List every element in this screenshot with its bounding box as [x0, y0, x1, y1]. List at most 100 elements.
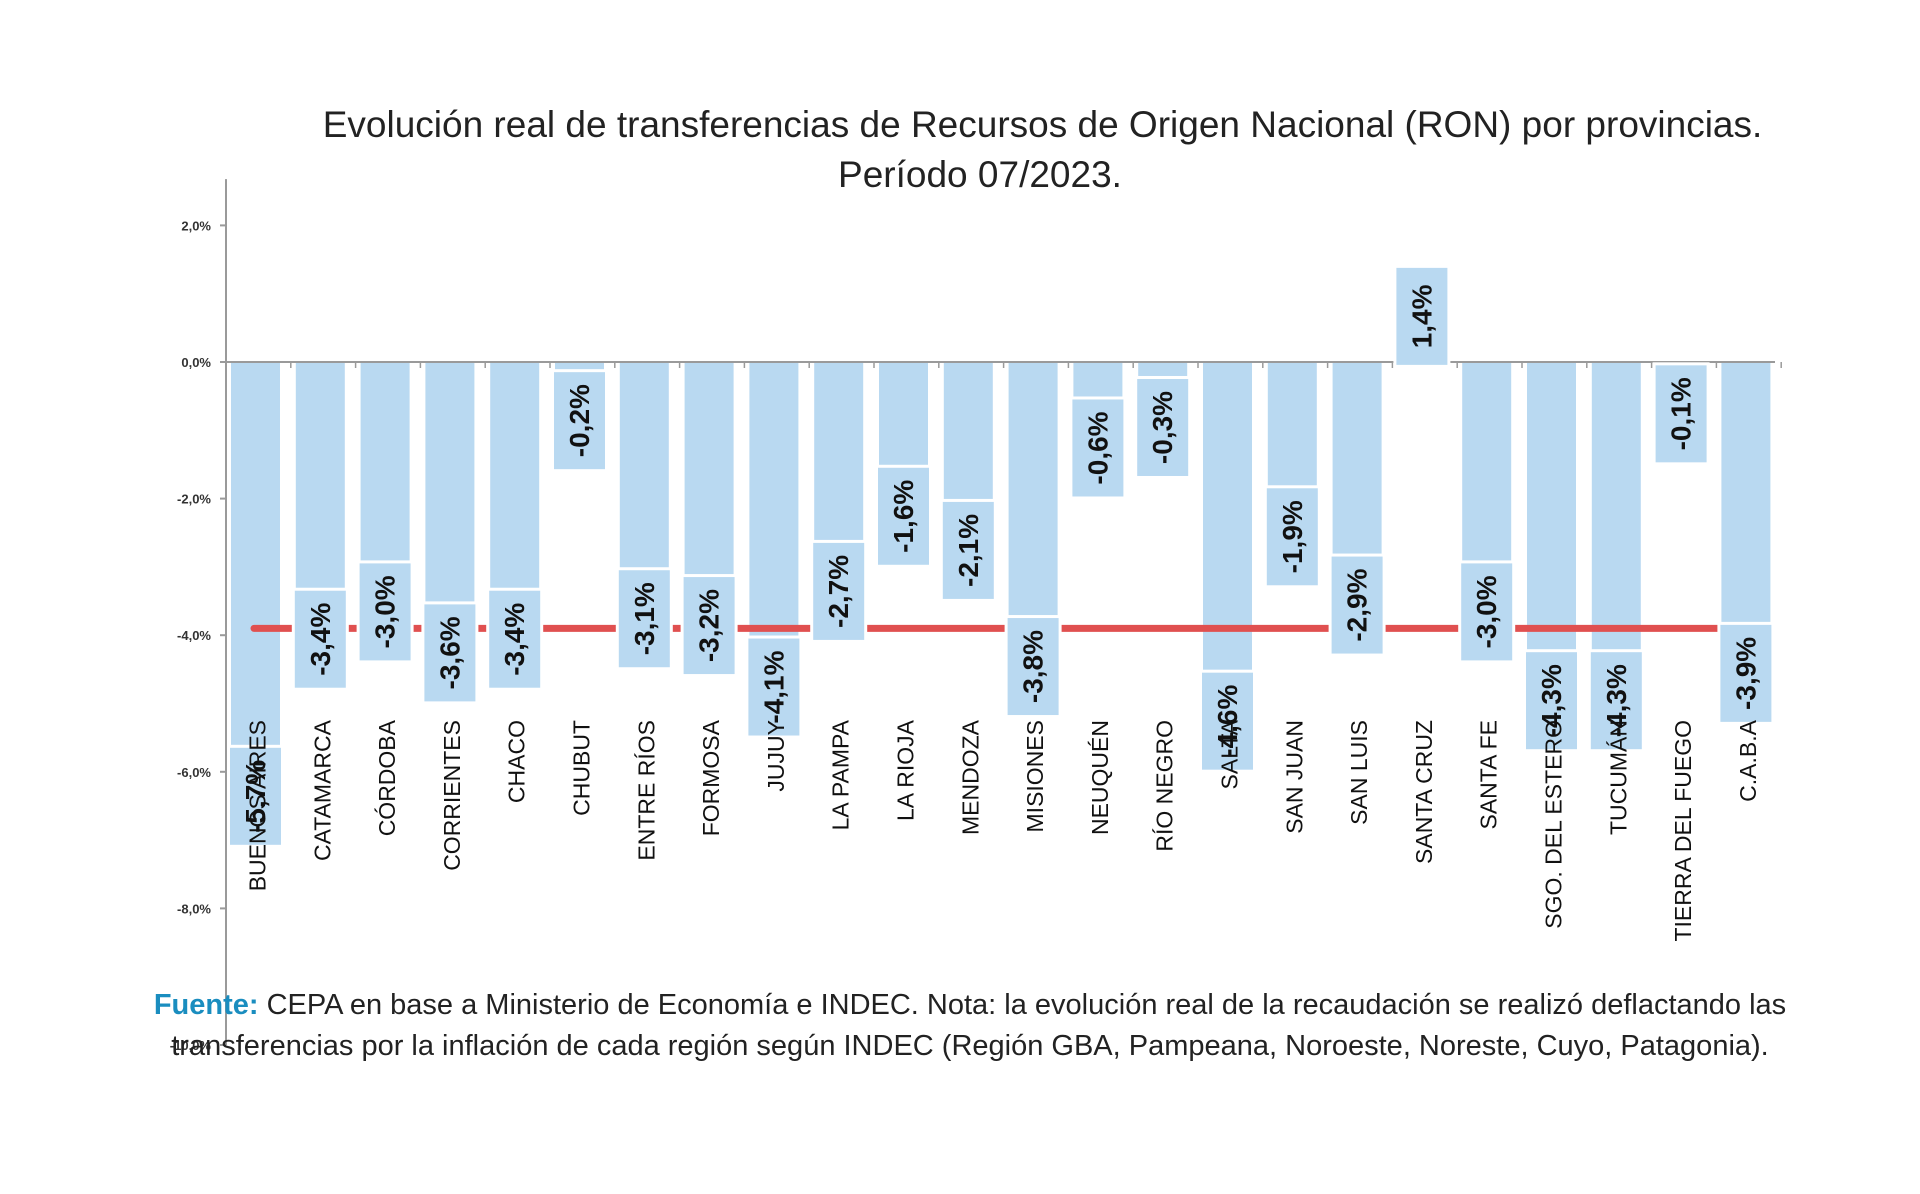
chart-title-line-1: Evolución real de transferencias de Recu… [322, 104, 1763, 145]
bar [490, 362, 540, 595]
data-label-box [615, 567, 673, 671]
data-label-box [939, 498, 997, 602]
x-tick-label: CÓRDOBA [374, 719, 400, 836]
bar [1073, 362, 1123, 403]
x-tick-label: TIERRA DEL FUEGO [1670, 720, 1696, 942]
data-label: -1,6% [888, 480, 919, 553]
data-label: -4,1% [758, 650, 789, 723]
data-label: -4,3% [1536, 664, 1567, 737]
bar [619, 362, 669, 574]
data-label-box [1199, 669, 1256, 773]
data-label-box [1523, 649, 1580, 753]
x-tick-label: ENTRE RÍOS [633, 720, 659, 861]
bar [1267, 362, 1317, 492]
footnote: Fuente: CEPA en base a Ministerio de Eco… [150, 985, 1790, 1067]
x-tick-label: C.A.B.A [1735, 719, 1761, 801]
data-label: -3,0% [1471, 575, 1502, 648]
data-label: -3,6% [434, 616, 465, 689]
footnote-source-label: Fuente: [153, 989, 259, 1021]
x-tick-label: RÍO NEGRO [1152, 720, 1178, 852]
chart-title: Evolución real de transferencias de Recu… [0, 100, 1920, 200]
data-label-box [1458, 560, 1516, 664]
y-tick-label: -6,0% [177, 765, 211, 780]
x-tick-label: SALTA [1217, 719, 1243, 789]
bar [1591, 362, 1641, 656]
data-label: -3,4% [499, 603, 530, 676]
bar [425, 362, 475, 608]
data-label-box [810, 539, 868, 643]
y-tick-label: 2,0% [181, 218, 211, 233]
data-label: -0,1% [1666, 377, 1697, 450]
data-label-box [745, 635, 803, 739]
data-label-box [1717, 621, 1775, 725]
data-label: -4,3% [1601, 664, 1632, 737]
x-tick-label: SGO. DEL ESTERO [1541, 720, 1567, 929]
y-tick-label: -2,0% [177, 492, 211, 507]
data-label-box [291, 587, 349, 691]
bar [814, 362, 864, 547]
data-label-box [421, 601, 479, 705]
data-label: -3,2% [694, 589, 725, 662]
data-label: -2,7% [823, 555, 854, 628]
bar [1008, 362, 1058, 622]
bar [684, 362, 734, 581]
data-label: -3,4% [305, 603, 336, 676]
data-label-box [1134, 375, 1192, 479]
x-tick-label: BUENOS AIRES [245, 720, 271, 891]
data-label-box [1004, 615, 1062, 719]
chart-title-line-2: Período 07/2023. [838, 154, 1122, 195]
data-label-box [1587, 649, 1645, 753]
data-label: 1,4% [1406, 284, 1437, 348]
y-tick-label: -8,0% [177, 901, 211, 916]
data-label-box [551, 369, 608, 473]
x-tick-label: JUJUY [763, 720, 789, 792]
bar [749, 362, 799, 643]
data-label-box [486, 587, 544, 691]
data-label-box [680, 574, 738, 678]
data-label: -0,2% [564, 384, 595, 457]
x-tick-label: LA RIOJA [893, 719, 919, 821]
bar [1203, 362, 1252, 677]
x-tick-label: FORMOSA [698, 719, 724, 836]
y-tick-label: 0,0% [181, 355, 211, 370]
bar [1332, 362, 1382, 561]
data-label-box [356, 560, 414, 664]
data-label-box [227, 744, 284, 848]
x-tick-label: MISIONES [1022, 720, 1048, 832]
x-tick-label: SAN JUAN [1281, 720, 1307, 834]
data-label: -3,0% [370, 575, 401, 648]
x-tick-label: LA PAMPA [828, 719, 854, 830]
bar [1527, 362, 1576, 656]
y-tick-label: -4,0% [177, 628, 211, 643]
x-tick-label: MENDOZA [957, 719, 983, 835]
data-label-box [1263, 485, 1321, 589]
bar [295, 362, 345, 595]
y-tick-label: -10,0% [170, 1038, 212, 1053]
x-tick-label: CORRIENTES [439, 720, 465, 871]
data-label: -5,7% [240, 760, 271, 833]
data-label: -3,8% [1018, 630, 1049, 703]
data-label: -4,6% [1212, 685, 1243, 758]
data-label-box [1393, 264, 1451, 368]
bar [1462, 362, 1512, 567]
x-tick-label: TUCUMÁN [1605, 720, 1631, 835]
data-label: -2,1% [953, 514, 984, 587]
bar [879, 362, 928, 472]
data-label-box [875, 464, 932, 568]
bar [231, 362, 280, 752]
x-tick-label: NEUQUÉN [1087, 720, 1113, 835]
data-label: -0,3% [1147, 391, 1178, 464]
x-tick-label: CATAMARCA [309, 719, 335, 861]
data-label-box [1069, 396, 1127, 500]
bar [360, 362, 410, 567]
x-tick-label: CHACO [504, 720, 530, 803]
x-tick-label: SANTA CRUZ [1411, 720, 1437, 864]
footnote-text: CEPA en base a Ministerio de Economía e … [171, 989, 1787, 1062]
data-label-box [1328, 553, 1386, 657]
x-tick-label: SANTA FE [1476, 720, 1502, 830]
data-label: -3,9% [1730, 637, 1761, 710]
data-label-box [1652, 362, 1710, 466]
bar [1721, 362, 1771, 629]
x-tick-label: SAN LUIS [1346, 720, 1372, 825]
